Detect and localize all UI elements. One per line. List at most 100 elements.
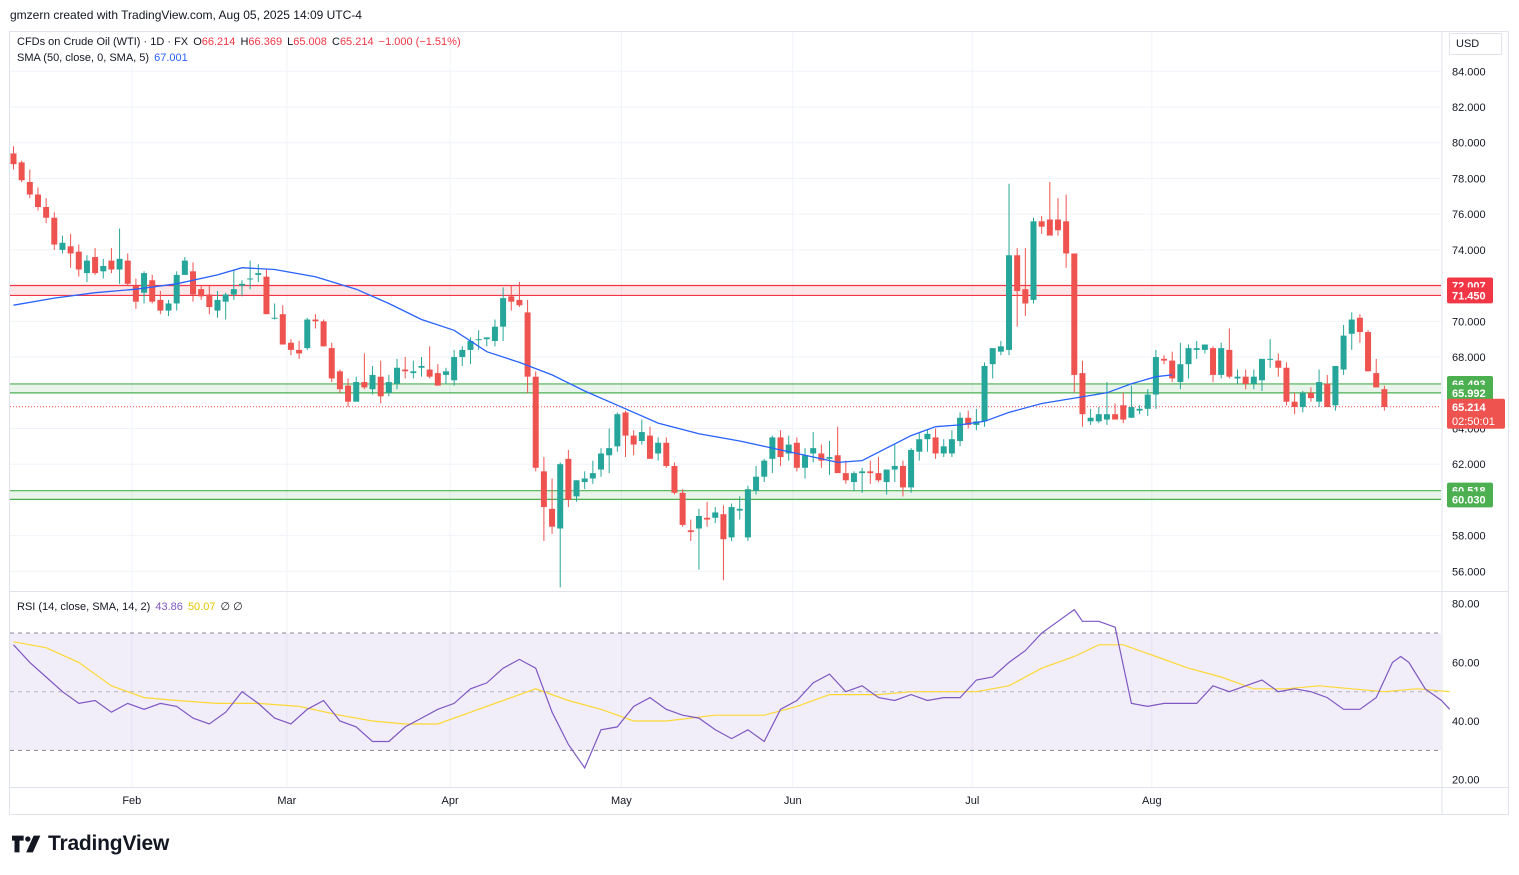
candle-body	[43, 207, 50, 218]
candle-body	[663, 442, 670, 466]
level-price-text: 65.992	[1452, 388, 1486, 400]
candle-body	[190, 271, 197, 295]
candle-body	[540, 471, 547, 508]
candle-body	[1348, 319, 1355, 334]
candle-body	[671, 465, 678, 493]
candle-body	[1038, 221, 1045, 227]
open-value: 66.214	[201, 36, 236, 48]
candle-body	[997, 346, 1004, 352]
sma-line-layer	[13, 267, 1173, 464]
month-tick-label: Jun	[784, 795, 802, 807]
candle-body	[394, 367, 401, 384]
candle-body	[1340, 335, 1347, 370]
candle-body	[834, 455, 841, 474]
candle-body	[1267, 358, 1274, 360]
candle-body	[777, 437, 784, 458]
candle-body	[1316, 382, 1323, 402]
candle-body	[238, 283, 245, 286]
candle-body	[402, 369, 409, 372]
candle-body	[646, 435, 653, 459]
low-value: 65.008	[293, 36, 327, 48]
candle-body	[630, 435, 637, 445]
candle-body	[1234, 376, 1241, 379]
rsi-legend-value: 43.86	[155, 601, 183, 613]
candle-body	[451, 357, 458, 381]
candle-body	[695, 515, 702, 529]
candle-body	[369, 374, 376, 390]
candle-body	[1275, 360, 1282, 368]
close-label: C	[331, 36, 340, 48]
candle-body	[638, 432, 645, 441]
candle-body	[361, 382, 368, 388]
level-price-labels: 72.00771.45066.49365.99260.51860.03065.2…	[1447, 277, 1505, 508]
level-zone	[10, 490, 1441, 500]
candle-body	[712, 512, 719, 518]
candle-body	[1356, 317, 1363, 333]
candle-body	[100, 265, 107, 272]
candle-body	[459, 349, 466, 358]
candle-body	[867, 471, 874, 474]
candle-body	[1169, 360, 1176, 379]
candle-body	[1120, 405, 1127, 420]
candle-body	[296, 349, 303, 354]
candle-body	[793, 442, 800, 468]
candle-body	[687, 530, 694, 533]
candle-body	[287, 342, 294, 350]
candle-body	[26, 182, 33, 195]
tradingview-logo-word: TradingView	[48, 832, 170, 855]
candle-body	[500, 298, 507, 327]
candle-body	[883, 469, 890, 483]
rsi-tick-label: 80.00	[1452, 599, 1480, 611]
candle-body	[549, 508, 556, 527]
candle-body	[345, 385, 352, 402]
candle-body	[475, 339, 482, 341]
candlestick-series	[10, 146, 1388, 588]
last-price-text: 65.214	[1452, 402, 1487, 414]
candle-body	[899, 465, 906, 488]
rsi-line	[13, 608, 1451, 770]
candle-body	[255, 273, 262, 275]
candle-body	[704, 517, 711, 520]
candle-body	[222, 294, 229, 302]
candle-body	[279, 314, 286, 345]
support-resistance-levels	[10, 284, 1441, 500]
time-axis: Feb Mar Apr May Jun Jul Aug	[10, 787, 1508, 807]
candle-body	[842, 473, 849, 481]
candle-body	[891, 465, 898, 470]
candle-body	[589, 473, 596, 479]
candle-body	[1299, 392, 1306, 408]
candle-body	[989, 348, 996, 365]
candle-body	[859, 471, 866, 474]
candle-body	[483, 337, 490, 340]
tradingview-logo[interactable]: TradingView	[12, 832, 169, 856]
candle-body	[1324, 383, 1331, 408]
candle-body	[1291, 401, 1298, 408]
candle-body	[622, 412, 629, 436]
candle-body	[320, 321, 327, 347]
candle-body	[1006, 255, 1013, 350]
candle-body	[802, 455, 809, 468]
low-label: L	[287, 36, 294, 48]
currency-selector[interactable]: USD	[1449, 33, 1502, 55]
candle-body	[1030, 221, 1037, 300]
rsi-tick-label: 20.00	[1452, 775, 1480, 787]
candle-body	[271, 317, 278, 319]
candle-body	[516, 299, 523, 306]
candle-body	[818, 453, 825, 461]
candle-body	[508, 296, 515, 302]
price-tick-label: 74.000	[1452, 245, 1486, 257]
price-tick-label: 62.000	[1452, 459, 1486, 471]
month-tick-label: Jul	[965, 795, 979, 807]
close-value: 65.214	[339, 36, 374, 48]
candle-body	[467, 340, 474, 350]
candle-body	[418, 365, 425, 368]
high-value: 66.369	[248, 36, 283, 48]
candle-body	[1332, 365, 1339, 406]
candle-body	[1022, 289, 1029, 304]
candle-body	[736, 508, 743, 511]
candle-body	[328, 348, 335, 379]
level-price-text: 60.030	[1452, 494, 1486, 506]
candle-body	[10, 153, 17, 165]
candle-body	[1201, 344, 1208, 350]
